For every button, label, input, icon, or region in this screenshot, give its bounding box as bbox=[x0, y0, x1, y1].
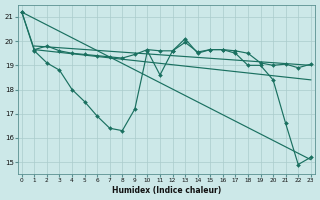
X-axis label: Humidex (Indice chaleur): Humidex (Indice chaleur) bbox=[112, 186, 221, 195]
